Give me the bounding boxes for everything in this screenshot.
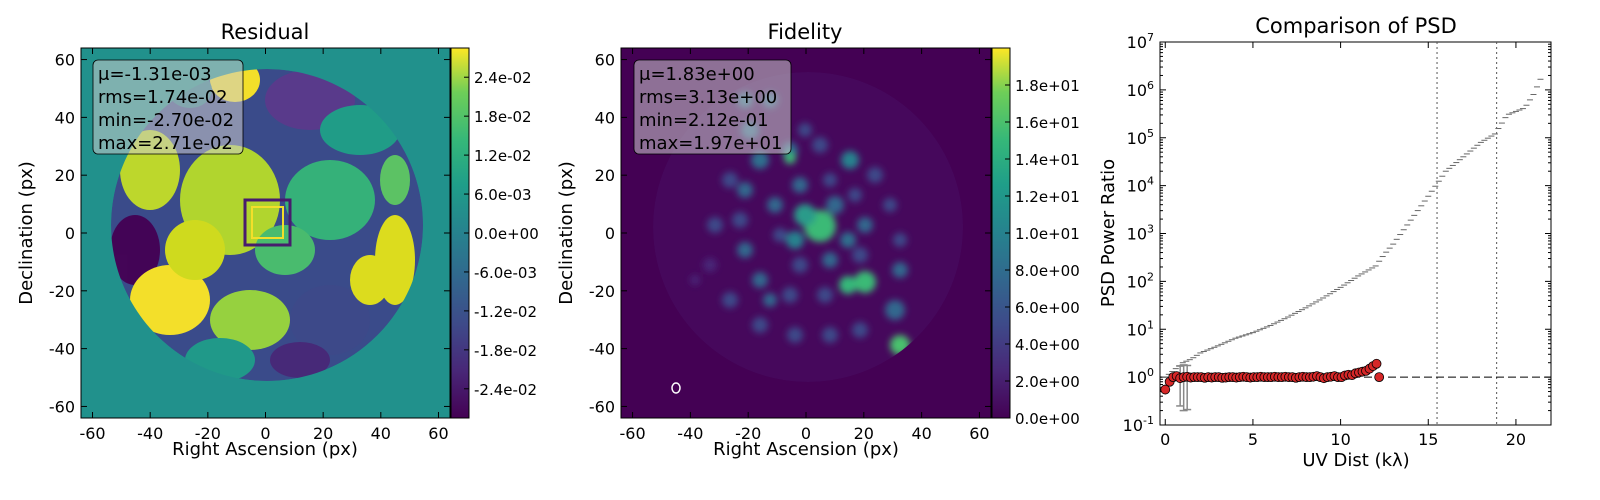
y-tick-label: 40: [595, 108, 615, 127]
y-tick-label: -20: [589, 282, 615, 301]
psd-xlabel: UV Dist (kλ): [1302, 450, 1409, 471]
fidelity-stats-box: μ=1.83e+00 rms=3.13e+00 min=2.12e-01 max…: [633, 59, 792, 155]
y-tick-label: 0: [605, 224, 615, 243]
x-tick-label: -20: [195, 424, 221, 443]
fidelity-ylabel: Declination (px): [556, 161, 577, 305]
psd-title: Comparison of PSD: [1255, 14, 1457, 38]
psd-x-tick-label: 5: [1248, 430, 1258, 449]
colorbar-tick-label: -2.4e-02: [474, 381, 537, 399]
psd-y-tick-label: 106: [1127, 79, 1154, 100]
residual-colorbar-ticks: 2.4e-02 1.8e-02 1.2e-02 6.0e-03 0.0e+00 -6.0e…: [464, 69, 539, 399]
psd-point: [1374, 372, 1385, 383]
residual-ylabel: Declination (px): [16, 161, 37, 305]
fidelity-stat-mean: μ=1.83e+00: [639, 64, 755, 85]
y-tick-label: -60: [589, 397, 615, 416]
y-tick-label: 20: [595, 166, 615, 185]
residual-image: [81, 48, 450, 418]
y-tick-label: 40: [55, 108, 75, 127]
colorbar-tick-label: 1.2e+01: [1015, 188, 1080, 206]
colorbar-tick-label: 0.0e+00: [474, 225, 539, 243]
colorbar-tick-label: 1.4e+01: [1015, 151, 1080, 169]
colorbar-tick-label: -1.2e-02: [474, 303, 537, 321]
y-tick-label: -60: [49, 397, 75, 416]
fidelity-axis-ticks: -60 -40 -20 0 20 40 60 -60 -40 -20 0 20 40 60: [589, 48, 991, 443]
x-tick-label: -40: [137, 424, 163, 443]
colorbar-tick-label: 1.8e-02: [474, 108, 532, 126]
residual-axis-ticks: -60 -40 -20 0 20 40 60 -60 -40 -20 0 20 40 60: [49, 48, 450, 443]
y-tick-label: 20: [55, 166, 75, 185]
x-tick-label: 40: [371, 424, 391, 443]
fidelity-xlabel: Right Ascension (px): [713, 439, 899, 460]
colorbar-tick-label: 6.0e-03: [474, 186, 532, 204]
fidelity-title: Fidelity: [768, 20, 843, 44]
x-tick-label: 60: [428, 424, 448, 443]
x-tick-label: -20: [735, 424, 761, 443]
x-tick-label: 20: [854, 424, 874, 443]
psd-x-tick-label: 0: [1160, 430, 1170, 449]
colorbar-tick-label: 1.0e+01: [1015, 225, 1080, 243]
colorbar-tick-label: -6.0e-03: [474, 264, 537, 282]
residual-panel: Residual: [16, 20, 539, 460]
residual-stat-rms: rms=1.74e-02: [98, 87, 228, 108]
colorbar-tick-label: 8.0e+00: [1015, 262, 1080, 280]
fidelity-stat-rms: rms=3.13e+00: [639, 87, 777, 108]
psd-x-tick-label: 10: [1330, 430, 1350, 449]
colorbar-tick-label: -1.8e-02: [474, 342, 537, 360]
residual-stats-box: μ=-1.31e-03 rms=1.74e-02 min=-2.70e-02 m…: [92, 59, 244, 155]
psd-panel: Comparison of PSD 0 5 10 15 20 10-1 100 101 102 1…: [1098, 14, 1552, 471]
y-tick-label: 60: [595, 51, 615, 70]
colorbar-tick-label: 1.2e-02: [474, 147, 532, 165]
y-tick-label: 0: [65, 224, 75, 243]
psd-plot-area: [1159, 41, 1552, 426]
fidelity-colorbar-ticks: 1.8e+01 1.6e+01 1.4e+01 1.2e+01 1.0e+01 8.0e+…: [1005, 77, 1080, 428]
psd-point: [1160, 384, 1171, 395]
psd-y-tick-label: 102: [1127, 270, 1154, 291]
fidelity-stat-max: max=1.97e+01: [639, 133, 782, 154]
psd-point: [1371, 358, 1382, 369]
y-tick-label: -40: [589, 340, 615, 359]
residual-stat-min: min=-2.70e-02: [98, 110, 234, 131]
colorbar-tick-label: 2.0e+00: [1015, 373, 1080, 391]
psd-x-tick-label: 15: [1418, 430, 1438, 449]
psd-y-tick-label: 101: [1127, 318, 1154, 339]
x-tick-label: -60: [619, 424, 645, 443]
colorbar-tick-label: 1.8e+01: [1015, 77, 1080, 95]
colorbar-tick-label: 6.0e+00: [1015, 299, 1080, 317]
residual-colorbar: 2.4e-02 1.8e-02 1.2e-02 6.0e-03 0.0e+00 -6.0e…: [450, 47, 539, 419]
psd-y-tick-label: 104: [1127, 175, 1154, 196]
psd-y-tick-label: 100: [1127, 366, 1154, 387]
psd-marks: 0 5 10 15 20 10-1 100 101 102 103 104 105 106 107: [1123, 31, 1551, 449]
fidelity-panel: Fidelity: [556, 20, 1080, 460]
residual-xlabel: Right Ascension (px): [172, 439, 358, 460]
residual-stat-max: max=2.71e-02: [98, 133, 233, 154]
psd-y-tick-label: 10-1: [1123, 414, 1154, 435]
psd-ylabel: PSD Power Ratio: [1098, 159, 1119, 307]
y-tick-label: -20: [49, 282, 75, 301]
x-tick-label: 20: [313, 424, 333, 443]
residual-title: Residual: [221, 20, 310, 44]
psd-y-tick-label: 105: [1127, 127, 1154, 148]
colorbar-tick-label: 4.0e+00: [1015, 336, 1080, 354]
x-tick-label: 0: [260, 424, 270, 443]
y-tick-label: -40: [49, 340, 75, 359]
x-tick-label: 60: [969, 424, 989, 443]
fidelity-stat-min: min=2.12e-01: [639, 110, 769, 131]
fidelity-colorbar: 1.8e+01 1.6e+01 1.4e+01 1.2e+01 1.0e+01 8.0e+…: [991, 47, 1080, 428]
x-tick-label: -40: [677, 424, 703, 443]
x-tick-label: 40: [911, 424, 931, 443]
colorbar-tick-label: 2.4e-02: [474, 69, 532, 87]
y-tick-label: 60: [55, 51, 75, 70]
colorbar-tick-label: 0.0e+00: [1015, 410, 1080, 428]
psd-y-tick-label: 103: [1127, 223, 1154, 244]
x-tick-label: -60: [79, 424, 105, 443]
psd-x-tick-label: 20: [1506, 430, 1526, 449]
colorbar-tick-label: 1.6e+01: [1015, 114, 1080, 132]
psd-y-tick-label: 107: [1127, 31, 1154, 52]
residual-stat-mean: μ=-1.31e-03: [98, 64, 212, 85]
x-tick-label: 0: [801, 424, 811, 443]
